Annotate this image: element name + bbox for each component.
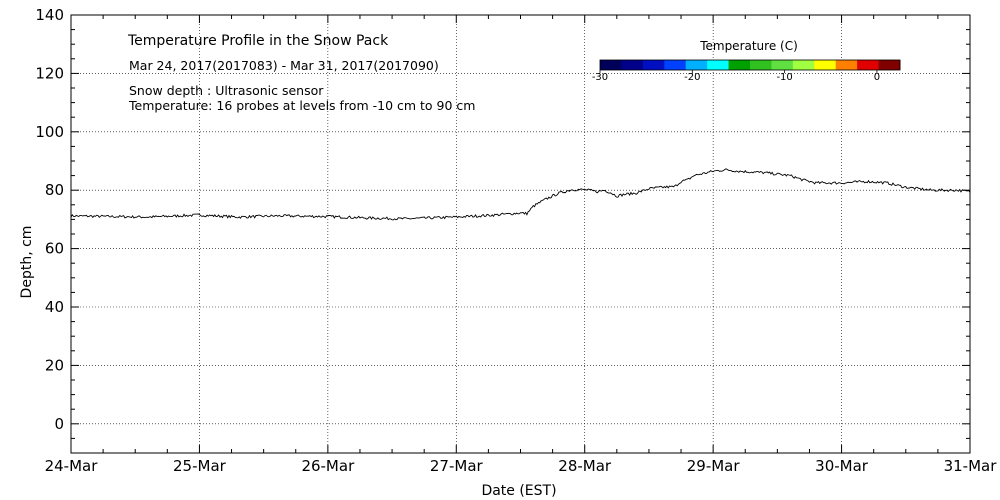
x-tick-label: 28-Mar bbox=[558, 457, 612, 475]
y-tick-label: 140 bbox=[35, 6, 64, 24]
colorbar-cells bbox=[600, 60, 901, 70]
series-group bbox=[70, 168, 971, 221]
y-tick-label: 100 bbox=[35, 123, 64, 141]
x-tick-label: 31-Mar bbox=[944, 457, 998, 475]
colorbar-cell bbox=[707, 60, 730, 70]
colorbar-cell bbox=[750, 60, 772, 70]
snow-depth-line bbox=[70, 168, 971, 221]
colorbar-cell bbox=[814, 60, 837, 70]
colorbar-cell bbox=[878, 60, 901, 70]
x-tick-label: 30-Mar bbox=[815, 457, 869, 475]
x-tick-label: 27-Mar bbox=[430, 457, 484, 475]
colorbar-ticks: -30 -20 -10 0 bbox=[592, 70, 880, 83]
colorbar-cell bbox=[642, 60, 665, 70]
colorbar-tick-label: -30 bbox=[592, 72, 608, 83]
y-tick-label: 0 bbox=[54, 415, 64, 433]
colorbar-cell bbox=[857, 60, 880, 70]
colorbar-cell bbox=[835, 60, 858, 70]
y-tick-label: 80 bbox=[45, 181, 64, 199]
colorbar-cell bbox=[685, 60, 708, 70]
chart-subtitle: Mar 24, 2017(2017083) - Mar 31, 2017(201… bbox=[129, 58, 439, 73]
axis-ticks: 24-Mar 25-Mar 26-Mar 27-Mar 28-Mar 29-Mar 30-M… bbox=[35, 6, 997, 475]
y-tick-label: 60 bbox=[45, 240, 64, 258]
colorbar-title: Temperature (C) bbox=[699, 39, 798, 53]
x-tick-label: 29-Mar bbox=[687, 457, 741, 475]
chart-title: Temperature Profile in the Snow Pack bbox=[127, 33, 389, 49]
colorbar-cell bbox=[771, 60, 794, 70]
colorbar-cell bbox=[728, 60, 751, 70]
y-axis-title: Depth, cm bbox=[19, 226, 35, 299]
annotation-probes: Temperature: 16 probes at levels from -1… bbox=[128, 98, 475, 113]
y-tick-label: 20 bbox=[45, 356, 64, 374]
colorbar-cell bbox=[600, 60, 622, 70]
y-tick-label: 120 bbox=[35, 64, 64, 82]
x-tick-label: 25-Mar bbox=[173, 457, 227, 475]
colorbar-tick-label: 0 bbox=[874, 72, 880, 83]
temperature-colorbar: Temperature (C) -30 -20 -10 0 bbox=[592, 39, 901, 83]
annotation-sensor: Snow depth : Ultrasonic sensor bbox=[129, 83, 324, 98]
colorbar-tick-label: -10 bbox=[776, 72, 792, 83]
colorbar-cell bbox=[664, 60, 687, 70]
colorbar-cell bbox=[621, 60, 644, 70]
colorbar-tick-label: -20 bbox=[684, 72, 700, 83]
x-tick-label: 24-Mar bbox=[45, 457, 99, 475]
x-axis-title: Date (EST) bbox=[481, 483, 556, 499]
y-tick-label: 40 bbox=[45, 298, 64, 316]
colorbar-frame bbox=[599, 59, 901, 71]
gridlines bbox=[71, 15, 970, 453]
x-tick-label: 26-Mar bbox=[301, 457, 355, 475]
colorbar-cell bbox=[792, 60, 815, 70]
